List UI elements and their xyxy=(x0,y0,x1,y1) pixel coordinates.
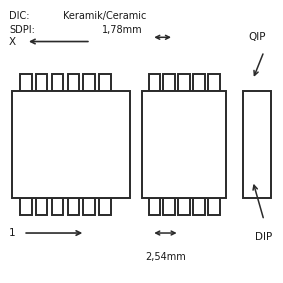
Bar xyxy=(99,74,111,91)
Text: SDPI:: SDPI: xyxy=(9,25,35,35)
Bar xyxy=(208,74,220,91)
Bar xyxy=(164,74,175,91)
Text: X: X xyxy=(9,37,16,46)
Bar xyxy=(20,198,32,215)
Text: QIP: QIP xyxy=(248,32,266,42)
Bar xyxy=(52,74,63,91)
Bar xyxy=(83,198,95,215)
Bar xyxy=(20,74,32,91)
Bar xyxy=(68,198,79,215)
Bar xyxy=(149,198,160,215)
Text: 2,54mm: 2,54mm xyxy=(145,252,186,262)
Bar xyxy=(193,74,205,91)
Bar xyxy=(193,198,205,215)
Bar xyxy=(243,91,271,198)
Bar xyxy=(142,91,226,198)
Text: DIP: DIP xyxy=(255,232,273,242)
Text: DIC:: DIC: xyxy=(9,10,30,21)
Bar xyxy=(68,74,79,91)
Bar xyxy=(164,198,175,215)
Bar xyxy=(208,198,220,215)
Bar xyxy=(99,198,111,215)
Text: Keramik/Ceramic: Keramik/Ceramic xyxy=(63,10,146,21)
Text: 1: 1 xyxy=(9,228,16,238)
Bar xyxy=(36,74,48,91)
Bar xyxy=(12,91,130,198)
Bar xyxy=(178,198,190,215)
Bar xyxy=(83,74,95,91)
Bar xyxy=(52,198,63,215)
Bar xyxy=(178,74,190,91)
Bar xyxy=(149,74,160,91)
Text: 1,78mm: 1,78mm xyxy=(102,25,143,35)
Bar xyxy=(36,198,48,215)
